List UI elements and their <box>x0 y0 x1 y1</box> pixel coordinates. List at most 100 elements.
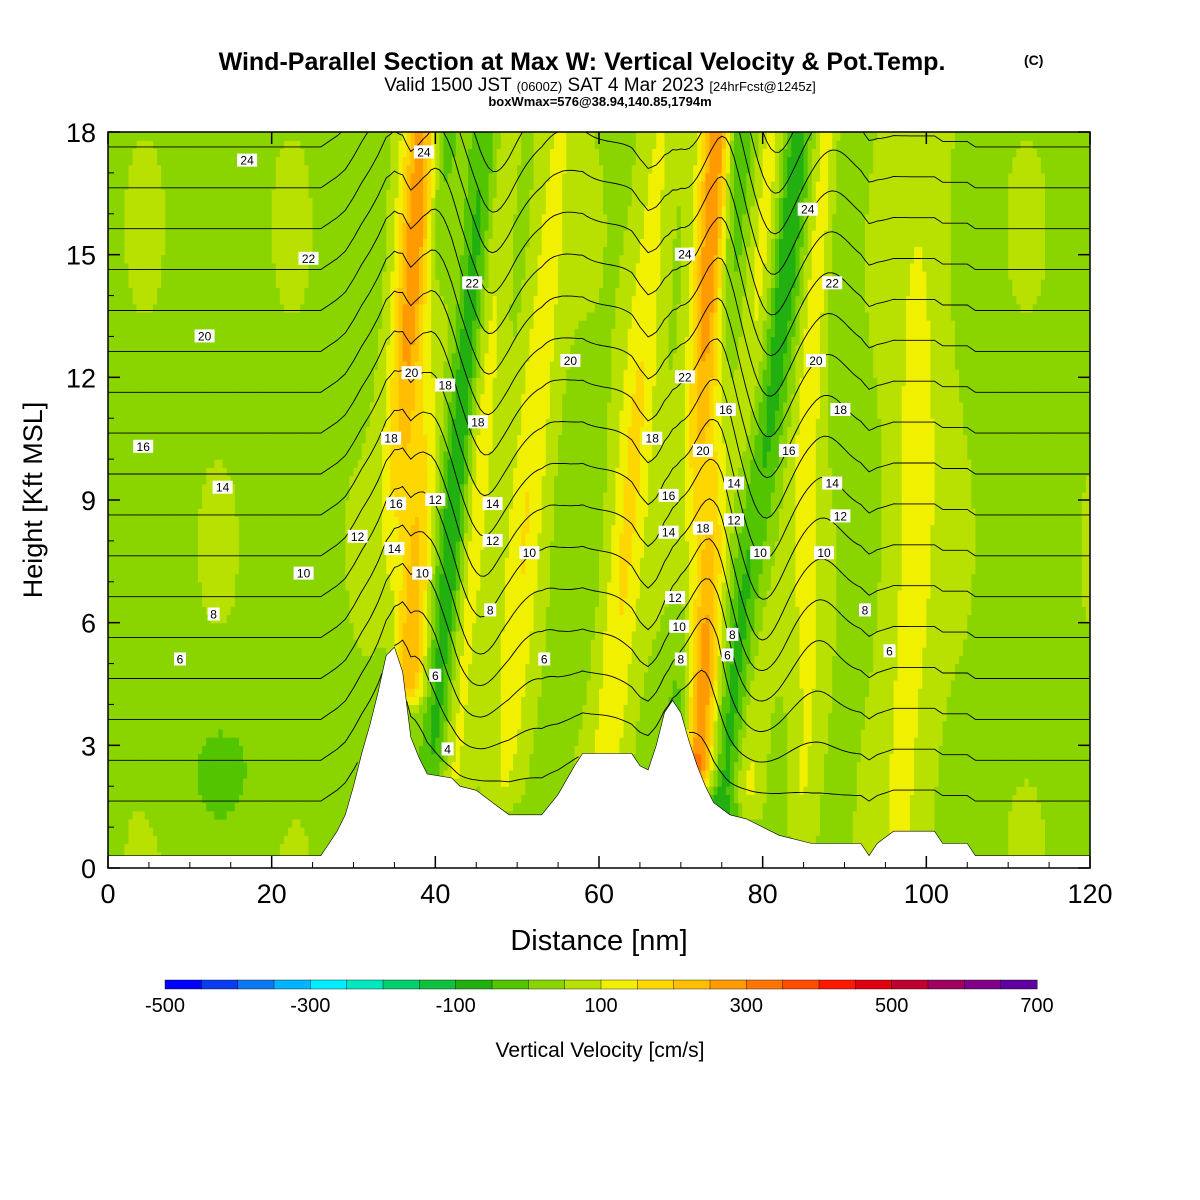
w-cell <box>141 418 146 427</box>
w-cell <box>161 623 166 632</box>
w-cell <box>165 688 170 697</box>
w-cell <box>169 614 174 623</box>
w-cell <box>112 361 117 370</box>
w-cell <box>145 745 150 754</box>
w-cell <box>149 361 154 370</box>
w-cell <box>112 271 117 280</box>
w-cell <box>120 279 125 288</box>
w-cell <box>161 729 166 738</box>
w-cell <box>169 721 174 730</box>
w-cell <box>137 345 142 354</box>
w-cell <box>112 230 117 239</box>
w-cell <box>149 827 154 836</box>
w-cell <box>112 500 117 509</box>
w-cell <box>161 369 166 378</box>
w-cell <box>169 165 174 174</box>
w-cell <box>120 336 125 345</box>
w-cell <box>128 451 133 460</box>
w-cell <box>120 843 125 852</box>
w-cell <box>120 394 125 403</box>
w-cell <box>141 590 146 599</box>
w-cell <box>153 704 158 713</box>
w-cell <box>145 492 150 501</box>
w-cell <box>124 827 129 836</box>
w-cell <box>149 843 154 852</box>
w-cell <box>112 238 117 247</box>
w-cell <box>153 713 158 722</box>
w-cell <box>173 803 178 812</box>
w-cell <box>149 165 154 174</box>
w-cell <box>153 157 158 166</box>
w-cell <box>112 222 117 231</box>
w-cell <box>145 157 150 166</box>
forecast-info: [24hrFcst@1245z] <box>709 79 815 94</box>
w-cell <box>124 565 129 574</box>
w-cell <box>161 148 166 157</box>
w-cell <box>124 271 129 280</box>
w-cell <box>112 132 117 141</box>
w-cell <box>124 418 129 427</box>
w-cell <box>145 533 150 542</box>
w-cell <box>145 664 150 673</box>
w-cell <box>165 557 170 566</box>
w-cell <box>153 778 158 787</box>
w-cell <box>133 508 138 517</box>
w-cell <box>169 222 174 231</box>
w-cell <box>145 672 150 681</box>
w-cell <box>161 377 166 386</box>
w-cell <box>112 647 117 656</box>
w-cell <box>165 377 170 386</box>
w-cell <box>128 230 133 239</box>
w-cell <box>165 197 170 206</box>
w-cell <box>133 377 138 386</box>
w-cell <box>124 557 129 566</box>
w-cell <box>153 386 158 395</box>
w-cell <box>165 843 170 852</box>
w-cell <box>145 206 150 215</box>
w-cell <box>112 574 117 583</box>
w-cell <box>141 647 146 656</box>
w-cell <box>149 148 154 157</box>
w-cell <box>112 557 117 566</box>
w-cell <box>153 680 158 689</box>
w-cell <box>149 549 154 558</box>
w-cell <box>133 222 138 231</box>
w-cell <box>161 680 166 689</box>
w-cell <box>161 737 166 746</box>
w-cell <box>116 238 121 247</box>
w-cell <box>120 443 125 452</box>
w-cell <box>153 843 158 852</box>
w-cell <box>157 361 162 370</box>
w-cell <box>133 312 138 321</box>
w-cell <box>137 369 142 378</box>
w-cell <box>141 582 146 591</box>
w-cell <box>165 402 170 411</box>
w-cell <box>124 345 129 354</box>
w-cell <box>153 484 158 493</box>
w-cell <box>141 484 146 493</box>
w-cell <box>116 410 121 419</box>
w-cell <box>153 827 158 836</box>
w-cell <box>145 582 150 591</box>
w-cell <box>116 770 121 779</box>
w-cell <box>141 786 146 795</box>
w-cell <box>169 377 174 386</box>
w-cell <box>128 475 133 484</box>
w-cell <box>112 827 117 836</box>
w-cell <box>157 197 162 206</box>
w-cell <box>165 827 170 836</box>
w-cell <box>145 606 150 615</box>
w-cell <box>153 148 158 157</box>
w-cell <box>116 590 121 599</box>
w-cell <box>141 206 146 215</box>
w-cell <box>128 803 133 812</box>
w-cell <box>137 140 142 149</box>
w-cell <box>120 623 125 632</box>
w-cell <box>124 312 129 321</box>
w-cell <box>124 189 129 198</box>
w-cell <box>128 328 133 337</box>
w-cell <box>133 623 138 632</box>
w-cell <box>157 484 162 493</box>
w-cell <box>173 680 178 689</box>
w-cell <box>137 680 142 689</box>
